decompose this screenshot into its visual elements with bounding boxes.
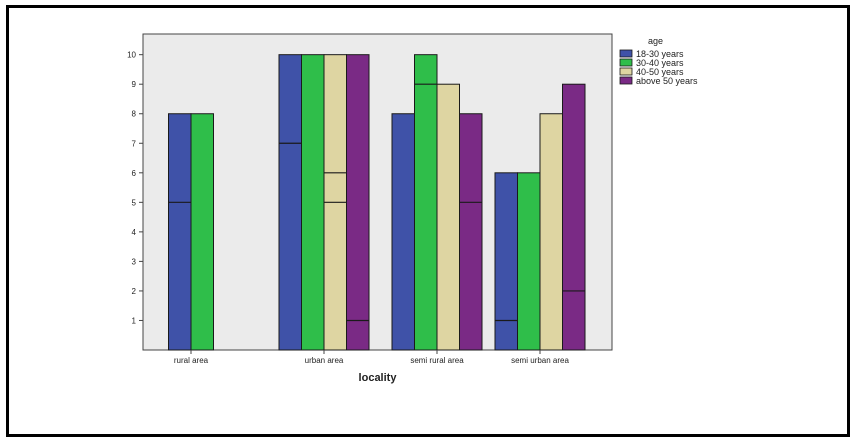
bar: [494, 172, 518, 351]
y-tick-label: 10: [127, 51, 136, 60]
bar: [539, 113, 563, 351]
y-axis: 1 2 3 4 5 6 7 8 9 10: [127, 51, 143, 325]
legend-label: 30-40 years: [636, 58, 684, 68]
y-tick-label: 9: [132, 80, 137, 89]
legend-swatch: [619, 76, 633, 85]
legend-label: 40-50 years: [636, 67, 684, 77]
legend-swatch: [619, 67, 633, 76]
bar: [436, 83, 460, 351]
y-tick-label: 4: [132, 228, 137, 237]
bar: [346, 54, 370, 351]
x-axis-title: locality: [359, 372, 398, 384]
y-tick-label: 7: [132, 139, 137, 148]
y-tick-label: 2: [132, 287, 137, 296]
x-tick-label: semi urban area: [511, 356, 569, 365]
legend-swatch: [619, 49, 633, 58]
x-axis: rural area urban area semi rural area semi …: [174, 350, 569, 365]
bar: [414, 54, 438, 351]
legend-swatch: [619, 58, 633, 67]
bar: [301, 54, 325, 351]
legend-label: 18-30 years: [636, 49, 684, 59]
bar: [517, 172, 541, 351]
y-tick-label: 3: [132, 257, 137, 266]
bar: [459, 113, 483, 351]
bars: [168, 54, 586, 351]
x-tick-label: urban area: [305, 356, 344, 365]
legend-label: above 50 years: [636, 76, 698, 86]
y-tick-label: 8: [132, 110, 137, 119]
y-tick-label: 1: [132, 316, 137, 325]
bar: [391, 113, 415, 351]
x-tick-label: semi rural area: [410, 356, 464, 365]
y-tick-label: 5: [132, 198, 137, 207]
bar: [278, 54, 302, 351]
legend-title: age: [648, 36, 663, 46]
y-tick-label: 6: [132, 169, 137, 178]
bar: [190, 113, 214, 351]
bar: [168, 113, 192, 351]
x-tick-label: rural area: [174, 356, 209, 365]
bar: [562, 83, 586, 351]
